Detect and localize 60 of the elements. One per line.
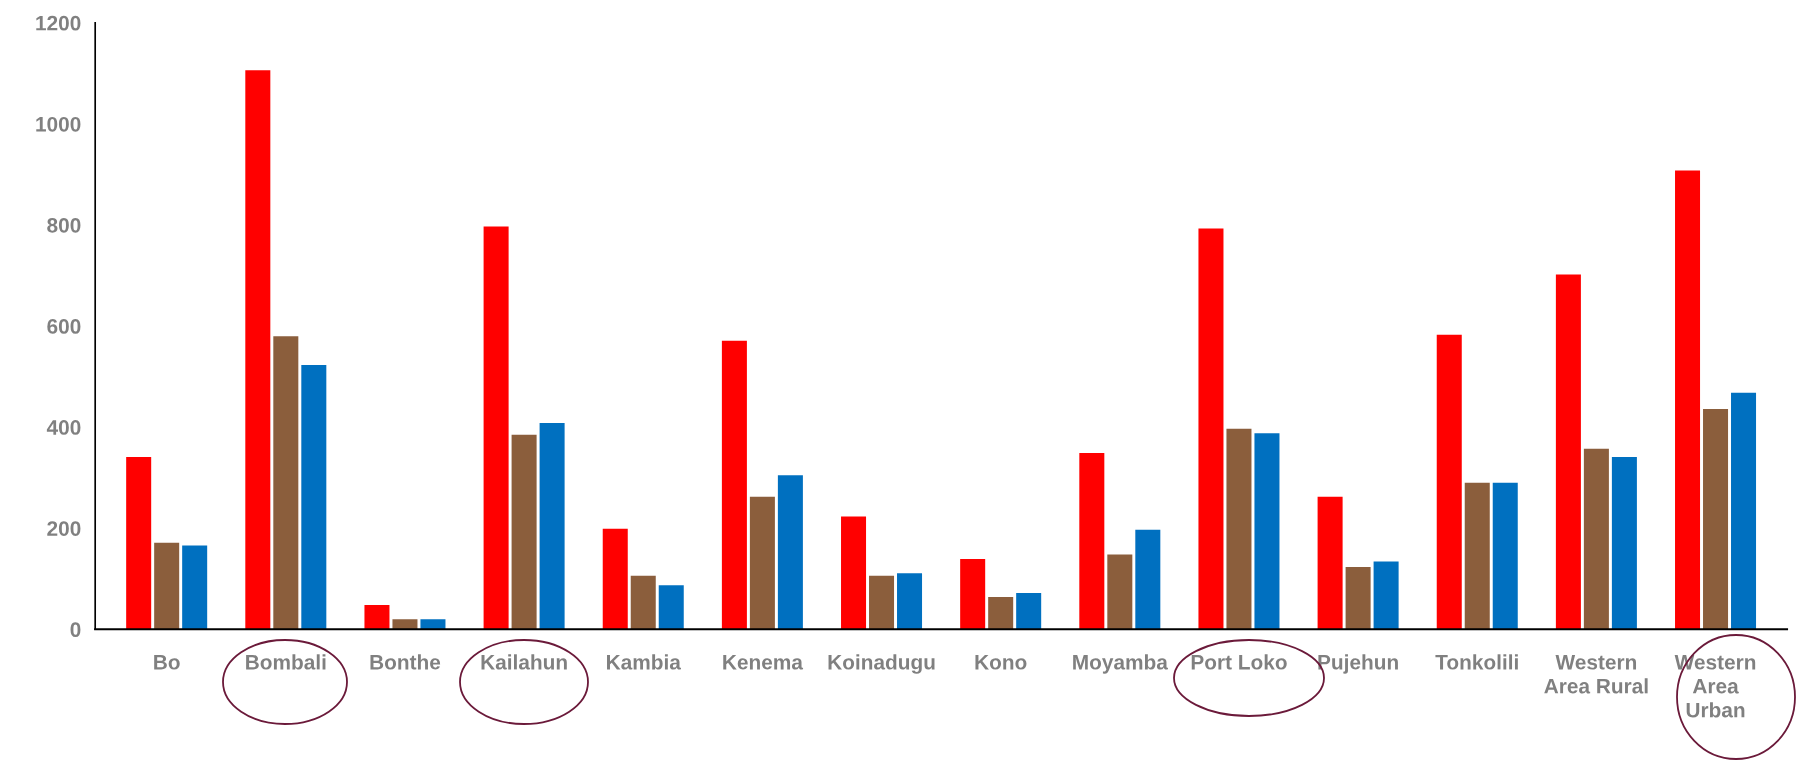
bar — [1492, 482, 1518, 630]
x-tick-label: Kono — [975, 655, 1027, 670]
bar — [960, 559, 986, 630]
y-tick-label: 0 — [70, 622, 81, 638]
bar — [630, 575, 656, 630]
bar — [1675, 170, 1701, 630]
bar — [1555, 274, 1581, 630]
bar — [777, 475, 803, 630]
bar — [1731, 392, 1757, 630]
bar — [1583, 448, 1609, 630]
bar — [988, 596, 1014, 630]
y-tick-label: 1200 — [36, 15, 81, 31]
x-tick-label: Bo — [154, 655, 180, 670]
y-tick-label: 800 — [47, 217, 81, 233]
x-tick-label: Western Area Rural — [1544, 655, 1648, 694]
bar — [1016, 592, 1042, 630]
bar — [749, 496, 775, 630]
bar — [1436, 334, 1462, 630]
x-tick-label: Moyamba — [1073, 654, 1168, 674]
x-tick-label: Kenema — [723, 655, 804, 670]
x-tick-label: Bombali — [246, 654, 326, 670]
bar — [841, 516, 867, 630]
bar — [126, 456, 152, 630]
bar — [1079, 452, 1105, 630]
x-tick-label: Kailahun — [481, 654, 567, 670]
y-tick-label: 200 — [47, 521, 81, 536]
bar — [1703, 408, 1729, 630]
bar — [897, 573, 923, 630]
bar — [483, 226, 509, 630]
bar — [1373, 561, 1399, 630]
bar — [511, 434, 537, 630]
bar — [1107, 554, 1133, 630]
bar — [1611, 456, 1637, 630]
bar — [1226, 428, 1252, 630]
y-tick-label: 1000 — [36, 116, 81, 132]
bar — [154, 542, 180, 630]
y-tick-label: 400 — [46, 420, 81, 435]
bar — [539, 423, 565, 630]
bar — [301, 364, 327, 630]
x-tick-label: Koinadugu — [828, 654, 935, 674]
bar — [721, 340, 747, 630]
x-tick-label: Bonthe — [370, 654, 441, 670]
bar — [1135, 529, 1161, 630]
bar — [602, 528, 628, 630]
bar — [1345, 567, 1371, 630]
bar — [1464, 482, 1490, 630]
bar — [1254, 433, 1280, 630]
x-tick-label: Pujehun — [1318, 654, 1398, 674]
y-tick-label: 600 — [47, 319, 81, 334]
x-tick-label: Kambia — [607, 654, 682, 670]
x-tick-label: Port Loko — [1191, 654, 1287, 670]
bar — [273, 336, 299, 630]
bar — [245, 70, 271, 630]
bar — [364, 605, 390, 630]
bar — [1317, 496, 1343, 630]
bar — [658, 585, 684, 630]
x-tick-label: Tonkolili — [1435, 654, 1518, 670]
bar — [182, 545, 208, 630]
bar — [869, 575, 895, 630]
bar — [1198, 228, 1224, 630]
